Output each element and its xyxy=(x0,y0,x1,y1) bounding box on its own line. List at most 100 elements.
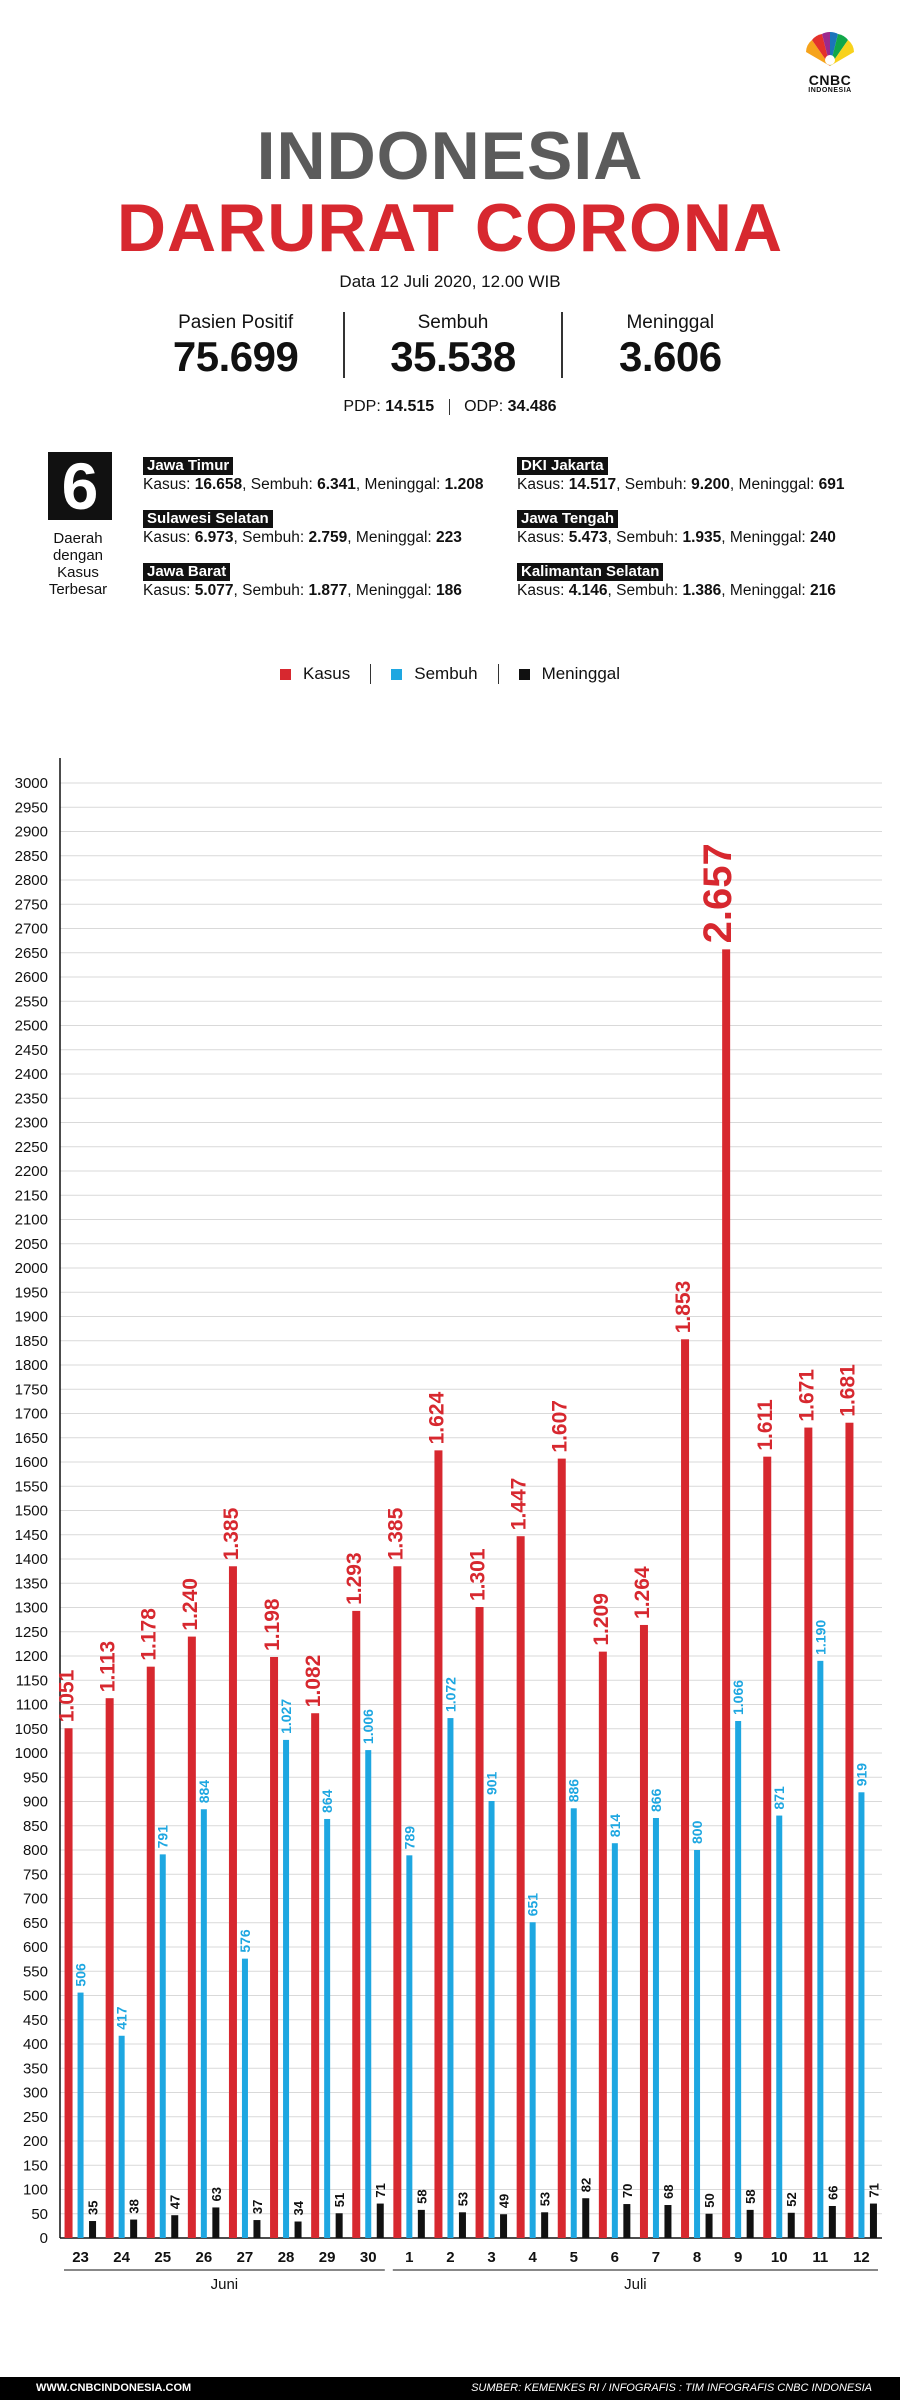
bar-sembuh xyxy=(529,1922,536,2238)
y-tick-label: 1650 xyxy=(15,1430,48,1447)
bar-sembuh xyxy=(694,1850,701,2238)
meninggal-label: Meninggal: xyxy=(355,529,432,546)
y-tick-label: 1900 xyxy=(15,1309,48,1326)
y-tick-label: 1050 xyxy=(15,1721,48,1738)
sembuh-value: 1.935 xyxy=(682,529,722,546)
region-name: Jawa Barat xyxy=(143,563,231,581)
data-label: 1.385 xyxy=(384,1507,407,1560)
region-name: Jawa Timur xyxy=(143,457,234,475)
bar-kasus xyxy=(352,1610,361,2238)
legend-swatch xyxy=(391,668,403,680)
data-label: 791 xyxy=(155,1825,171,1849)
x-tick-label: 11 xyxy=(812,2249,828,2266)
y-tick-label: 2550 xyxy=(15,993,48,1010)
region-name: Jawa Tengah xyxy=(517,510,619,528)
y-tick-label: 1500 xyxy=(15,1503,48,1520)
data-label: 68 xyxy=(661,2185,676,2199)
footer: WWW.CNBCINDONESIA.COM SUMBER: KEMENKES R… xyxy=(0,2377,900,2400)
region-item: Jawa Tengah Kasus: 5.473, Sembuh: 1.935, … xyxy=(517,509,836,547)
bar-kasus xyxy=(105,1698,114,2238)
x-tick-label: 4 xyxy=(528,2249,537,2266)
bar-sembuh xyxy=(324,1818,331,2238)
bar-kasus xyxy=(722,949,731,2238)
x-tick-label: 1 xyxy=(405,2249,413,2266)
data-label: 1.072 xyxy=(442,1677,458,1712)
bar-sembuh xyxy=(858,1792,865,2238)
y-tick-label: 2650 xyxy=(15,945,48,962)
x-tick-label: 6 xyxy=(611,2249,619,2266)
data-label: 1.209 xyxy=(590,1593,613,1646)
bar-chart: 0501001502002503003504004505005506006507… xyxy=(15,758,882,2271)
label-line: Terbesar xyxy=(48,581,108,598)
meninggal-value: 691 xyxy=(818,476,845,493)
bar-kasus xyxy=(187,1636,196,2238)
bar-sembuh xyxy=(200,1809,207,2238)
data-label: 52 xyxy=(784,2192,799,2206)
y-tick-label: 1550 xyxy=(15,1478,48,1495)
sembuh-label: Sembuh: xyxy=(242,582,305,599)
y-tick-label: 1200 xyxy=(15,1648,48,1665)
data-label: 814 xyxy=(607,1814,623,1838)
y-tick-label: 1450 xyxy=(15,1527,48,1544)
legend-label: Meninggal xyxy=(541,664,621,683)
data-label: 66 xyxy=(825,2186,840,2200)
bar-kasus xyxy=(557,1458,566,2238)
x-tick-label: 5 xyxy=(570,2249,578,2266)
region-stats: Kasus: 6.973, Sembuh: 2.759, Meninggal: … xyxy=(143,529,462,546)
data-label: 1.240 xyxy=(179,1578,202,1631)
x-tick-label: 25 xyxy=(154,2249,171,2266)
region-name: Sulawesi Selatan xyxy=(143,510,273,528)
data-label: 1.853 xyxy=(672,1281,695,1334)
y-tick-label: 1250 xyxy=(15,1624,48,1641)
data-label: 506 xyxy=(73,1963,89,1987)
data-label: 800 xyxy=(689,1820,705,1844)
data-label: 58 xyxy=(414,2189,429,2203)
region-item: DKI Jakarta Kasus: 14.517, Sembuh: 9.200,… xyxy=(517,456,845,494)
odp-label: ODP: xyxy=(464,398,504,415)
y-tick-label: 700 xyxy=(23,1891,48,1908)
legend-label: Kasus xyxy=(302,664,351,683)
kasus-value: 16.658 xyxy=(194,476,243,493)
data-label: 71 xyxy=(866,2183,881,2197)
region-count: 6 xyxy=(48,452,112,520)
data-label: 2.657 xyxy=(696,843,740,943)
x-tick-label: 28 xyxy=(278,2249,295,2266)
x-tick-label: 29 xyxy=(319,2249,336,2266)
y-tick-label: 1600 xyxy=(15,1454,48,1471)
label-line: dengan xyxy=(52,547,104,564)
bar-sembuh xyxy=(241,1958,248,2238)
data-label: 1.671 xyxy=(795,1369,818,1422)
legend-item-sembuh: Sembuh xyxy=(370,664,497,684)
y-tick-label: 900 xyxy=(23,1794,48,1811)
y-tick-label: 2100 xyxy=(15,1212,48,1229)
legend-item-meninggal: Meninggal xyxy=(497,664,640,684)
data-label: 864 xyxy=(319,1789,335,1813)
y-tick-label: 800 xyxy=(23,1842,48,1859)
y-tick-label: 550 xyxy=(23,1963,48,1980)
kasus-label: Kasus: xyxy=(517,476,565,493)
bar-sembuh xyxy=(611,1843,618,2238)
data-label: 47 xyxy=(168,2195,183,2209)
y-tick-label: 2250 xyxy=(15,1139,48,1156)
y-tick-label: 1850 xyxy=(15,1333,48,1350)
bar-meninggal xyxy=(582,2198,590,2238)
legend-swatch xyxy=(518,668,530,680)
stat-value: 35.538 xyxy=(390,333,516,380)
bar-meninggal xyxy=(89,2221,97,2238)
y-tick-label: 750 xyxy=(23,1866,48,1883)
stat-meninggal: Meninggal 3.606 xyxy=(560,312,778,380)
bar-sembuh xyxy=(735,1720,742,2238)
pdp-value: 14.515 xyxy=(385,398,435,415)
bar-sembuh xyxy=(283,1739,290,2238)
y-tick-label: 1100 xyxy=(16,1697,48,1714)
region-item: Jawa Timur Kasus: 16.658, Sembuh: 6.341, … xyxy=(143,456,483,494)
data-label: 1.113 xyxy=(97,1641,120,1692)
bar-kasus xyxy=(598,1651,607,2238)
x-tick-label: 9 xyxy=(734,2249,742,2266)
bar-meninggal xyxy=(171,2215,179,2238)
y-tick-label: 3000 xyxy=(15,775,48,792)
sembuh-label: Sembuh: xyxy=(616,529,679,546)
bar-kasus xyxy=(434,1450,443,2238)
data-label: 1.006 xyxy=(360,1709,376,1744)
x-tick-label: 27 xyxy=(237,2249,254,2266)
